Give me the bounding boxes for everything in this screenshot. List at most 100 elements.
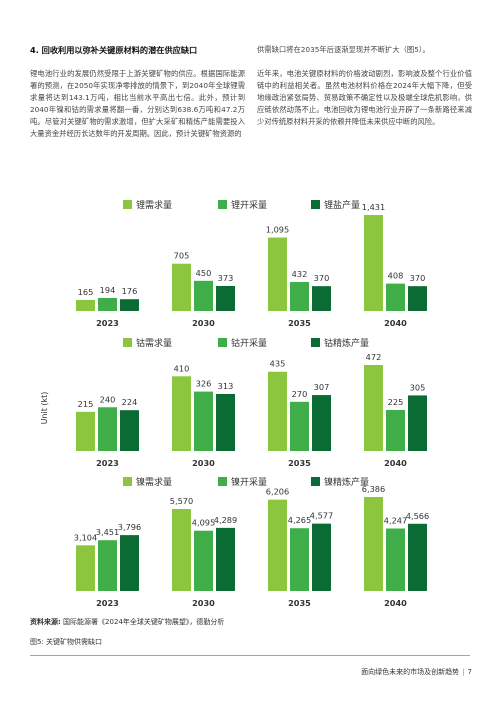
bar [98, 407, 117, 451]
bar [216, 393, 235, 451]
bar-value-label: 165 [78, 287, 94, 297]
legend-swatch [218, 477, 227, 486]
bar [194, 280, 213, 311]
source-note: 资料来源: 国际能源署《2024年全球关键矿物展望》，德勤分析 [30, 617, 224, 627]
bar [172, 263, 191, 311]
right-paragraph-2: 近年来，电池关键原材料的价格波动剧烈，影响波及整个行业价值链中的利益相关者。虽然… [257, 69, 472, 126]
bar-value-label: 215 [78, 399, 94, 409]
bar-value-label: 307 [314, 382, 330, 392]
bar [386, 283, 405, 311]
bar-value-label: 705 [174, 251, 190, 261]
page-number: 7 [467, 668, 472, 676]
footer-text: 面向绿色未来的市场及创新趋势 [361, 668, 460, 676]
bar-value-label: 373 [218, 273, 234, 283]
bar-value-label: 3,104 [74, 532, 97, 542]
bar [364, 215, 383, 311]
bar-value-label: 4,577 [310, 511, 333, 521]
right-column: 供需缺口将在2035年后逐渐显现并不断扩大（图5）。 近年来，电池关键原材料的价… [257, 44, 472, 140]
x-tick-label: 2040 [384, 318, 407, 328]
bar [312, 286, 331, 311]
bar-value-label: 6,206 [266, 487, 289, 497]
x-tick-label: 2023 [96, 318, 119, 328]
bar-value-label: 240 [100, 394, 116, 404]
bar-value-label: 370 [410, 273, 426, 283]
legend-label: 钴需求量 [136, 337, 172, 349]
bar-value-label: 313 [218, 381, 234, 391]
bar [120, 410, 139, 451]
page-footer: 面向绿色未来的市场及创新趋势 | 7 [0, 667, 472, 677]
bar [386, 528, 405, 591]
legend-label: 钴开采量 [231, 337, 267, 349]
x-tick-label: 2035 [288, 598, 311, 608]
legend-label: 锂盐产量 [324, 199, 360, 211]
bar [216, 527, 235, 591]
bar-value-label: 450 [196, 268, 212, 278]
bar [76, 545, 95, 591]
bar-value-label: 432 [292, 269, 308, 279]
x-tick-label: 2030 [192, 458, 215, 468]
bar [268, 499, 287, 591]
left-column: 锂电池行业的发展仍然受限于上游关键矿物的供应。根据国际能源署的预测，在2050年… [30, 68, 245, 152]
bar [172, 509, 191, 591]
footer-separator: | [462, 668, 465, 676]
bar-value-label: 5,570 [170, 496, 193, 506]
bar [290, 282, 309, 311]
bar [386, 410, 405, 451]
bar-value-label: 305 [410, 382, 426, 392]
left-paragraph: 锂电池行业的发展仍然受限于上游关键矿物的供应。根据国际能源署的预测，在2050年… [30, 69, 245, 138]
bar [408, 395, 427, 451]
legend-label: 镍精炼产量 [324, 476, 369, 488]
bar [290, 401, 309, 451]
legend-label: 锂开采量 [231, 199, 267, 211]
bar-value-label: 6,386 [362, 484, 385, 494]
legend-swatch [311, 200, 320, 209]
x-tick-label: 2023 [96, 458, 119, 468]
x-tick-label: 2030 [192, 318, 215, 328]
x-tick-label: 2040 [384, 458, 407, 468]
bar [312, 395, 331, 451]
bar [408, 286, 427, 311]
bar [76, 299, 95, 311]
x-tick-label: 2035 [288, 458, 311, 468]
legend-swatch [123, 338, 132, 347]
bar [194, 530, 213, 591]
bar [76, 411, 95, 451]
bar [364, 497, 383, 591]
source-label: 资料来源: [30, 618, 61, 626]
bar [194, 391, 213, 451]
bar-value-label: 4,289 [214, 515, 237, 525]
legend-label: 镍需求量 [136, 476, 172, 488]
legend-label: 锂需求量 [136, 199, 172, 211]
bar [290, 528, 309, 591]
bar [268, 237, 287, 311]
bar-value-label: 224 [122, 397, 138, 407]
section-heading: 4. 回收利用以弥补关键原材料的潜在供应缺口 [30, 45, 198, 55]
bar [216, 285, 235, 311]
bar [408, 523, 427, 591]
bar-value-label: 4,566 [406, 511, 429, 521]
legend-swatch [311, 477, 320, 486]
bar-value-label: 176 [122, 286, 138, 296]
bar-value-label: 4,247 [384, 515, 407, 525]
bar-value-label: 326 [196, 379, 212, 389]
bar [120, 299, 139, 311]
bar-value-label: 472 [366, 352, 382, 362]
bar [364, 365, 383, 451]
bar-value-label: 4,095 [192, 518, 215, 528]
bar-value-label: 370 [314, 273, 330, 283]
legend-swatch [218, 338, 227, 347]
footer-divider [30, 655, 470, 656]
bar [98, 297, 117, 311]
bar [268, 371, 287, 451]
bar-value-label: 4,265 [288, 515, 311, 525]
figure-caption: 图5: 关键矿物供需缺口 [30, 638, 103, 646]
right-paragraph-1: 供需缺口将在2035年后逐渐显现并不断扩大（图5）。 [257, 45, 430, 54]
source-text: 国际能源署《2024年全球关键矿物展望》，德勤分析 [63, 618, 225, 626]
x-tick-label: 2035 [288, 318, 311, 328]
bar [120, 535, 139, 591]
x-tick-label: 2030 [192, 598, 215, 608]
legend-label: 钴精炼产量 [324, 337, 369, 349]
legend-swatch [218, 200, 227, 209]
bar [312, 523, 331, 591]
x-tick-label: 2040 [384, 598, 407, 608]
